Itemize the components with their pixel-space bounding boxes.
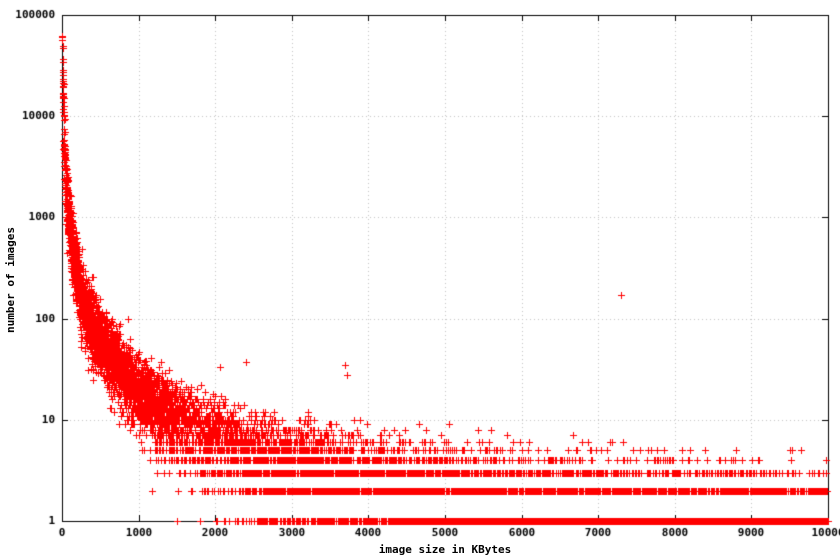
x-axis-label: image size in KBytes	[378, 543, 512, 556]
y-axis-label: number of images	[4, 227, 17, 333]
